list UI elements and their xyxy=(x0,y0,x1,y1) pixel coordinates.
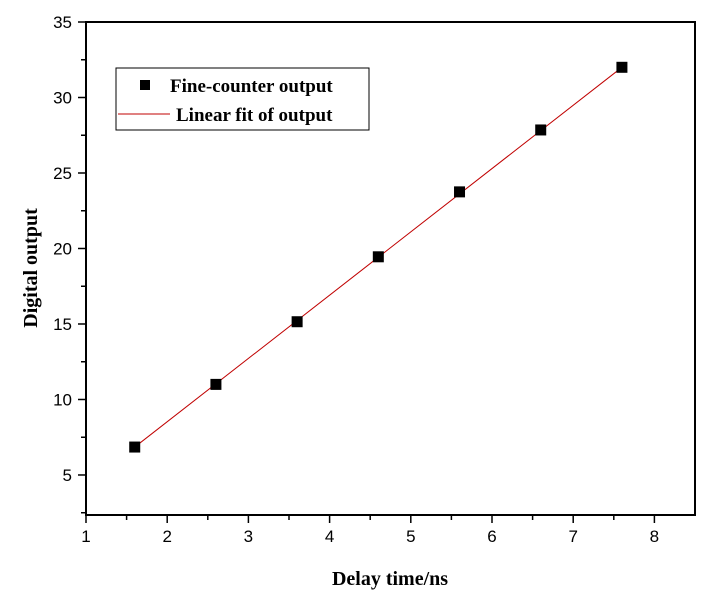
legend-marker-square xyxy=(140,80,150,90)
axes: 1 2 3 4 5 6 7 8 5 10 15 20 25 30 35 xyxy=(53,13,696,546)
x-tick-label: 4 xyxy=(325,527,334,546)
y-tick-label: 20 xyxy=(53,239,72,258)
y-tick-label: 15 xyxy=(53,315,72,334)
legend-label-scatter: Fine-counter output xyxy=(170,76,333,97)
data-point xyxy=(129,441,141,453)
y-tick-label: 35 xyxy=(53,13,72,32)
plot-frame xyxy=(85,21,696,516)
y-tick-label: 5 xyxy=(63,466,72,485)
x-tick-label: 7 xyxy=(568,527,577,546)
data-point xyxy=(454,186,466,198)
data-point xyxy=(616,61,628,73)
legend-label-fit: Linear fit of output xyxy=(176,105,333,126)
legend: Fine-counter output Linear fit of output xyxy=(115,67,370,131)
data-point xyxy=(210,378,222,390)
x-tick-label: 6 xyxy=(487,527,496,546)
data-point xyxy=(291,316,303,328)
data-point xyxy=(535,124,547,136)
y-tick-label: 30 xyxy=(53,88,72,107)
x-axis-title: Delay time/ns xyxy=(332,568,448,590)
x-tick-label: 1 xyxy=(81,527,90,546)
y-axis-title: Digital output xyxy=(20,208,42,328)
x-tick-label: 5 xyxy=(406,527,415,546)
data-point xyxy=(372,251,384,263)
plot-marks xyxy=(129,61,628,453)
x-tick-label: 3 xyxy=(244,527,253,546)
x-tick-label: 8 xyxy=(650,527,659,546)
x-tick-label: 2 xyxy=(162,527,171,546)
y-tick-label: 10 xyxy=(53,390,72,409)
y-tick-label: 25 xyxy=(53,164,72,183)
legend-box xyxy=(115,67,370,131)
